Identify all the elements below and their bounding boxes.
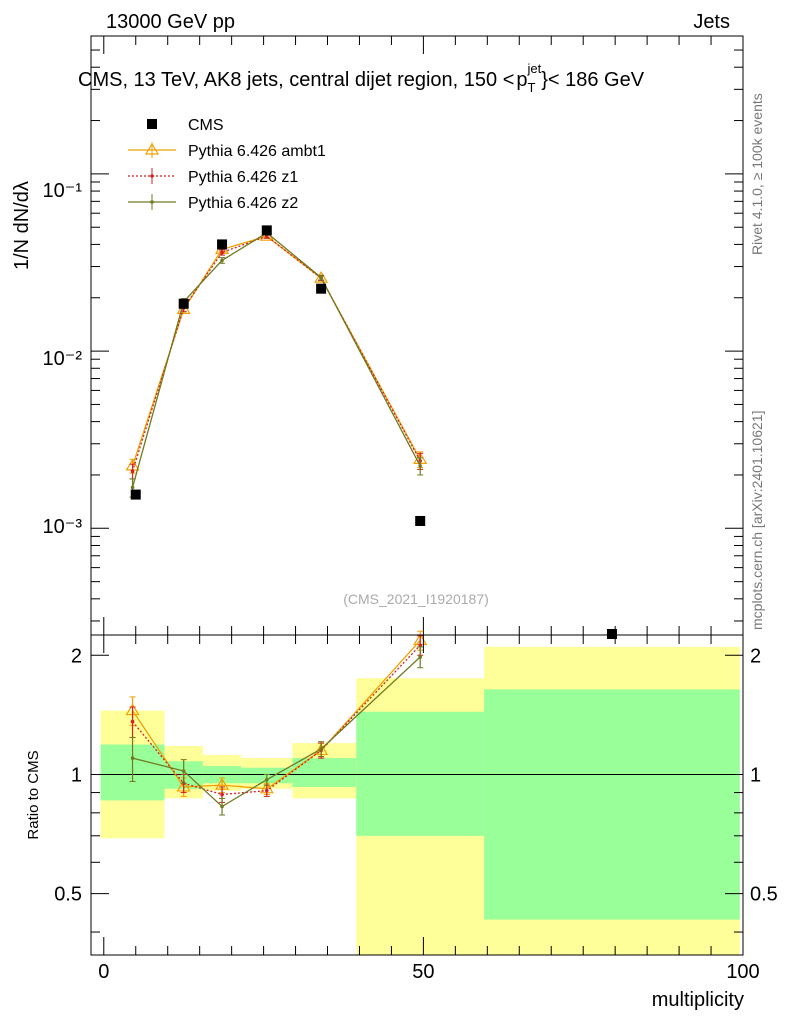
ytick-label-0.001: 10⁻³ bbox=[43, 516, 83, 538]
ratio-plot-ticks bbox=[91, 635, 744, 955]
marker bbox=[264, 777, 269, 782]
x-tick-label: 0 bbox=[98, 961, 109, 983]
marker bbox=[314, 270, 329, 283]
x-axis-label: multiplicity bbox=[652, 989, 744, 1011]
legend-label: Pythia 6.426 z2 bbox=[188, 195, 298, 212]
title-tail: }< 186 GeV bbox=[541, 69, 645, 91]
analysis-watermark: (CMS_2021_I1920187) bbox=[343, 591, 489, 607]
series-line bbox=[131, 232, 421, 488]
legend-marker-cms bbox=[147, 119, 157, 129]
main-plot-panel: 10⁻¹ 10⁻² 10⁻³ CMS, 13 TeV, AK8 jets, ce… bbox=[11, 35, 744, 639]
series-pythia-6-426-ambt1 bbox=[125, 229, 428, 474]
series-line bbox=[131, 235, 421, 467]
marker bbox=[130, 485, 135, 490]
marker bbox=[319, 747, 323, 751]
header-left: 13000 GeV pp bbox=[106, 11, 235, 33]
marker bbox=[130, 469, 135, 474]
series-pythia-6-426-z2 bbox=[129, 230, 424, 498]
x-tick-labels: 0 50 100 bbox=[98, 961, 759, 983]
ratio-plot-series bbox=[125, 630, 428, 816]
marker bbox=[418, 643, 422, 648]
ratio-uncertainty-bands bbox=[100, 646, 740, 955]
data-point bbox=[606, 629, 617, 639]
series-pythia-6-426-z1 bbox=[129, 233, 424, 480]
y-axis-label: 1/N dN/dλ bbox=[11, 181, 33, 270]
x-tick-label: 50 bbox=[412, 961, 434, 983]
series-line bbox=[132, 656, 421, 808]
marker bbox=[181, 769, 186, 773]
legend-label: Pythia 6.426 z1 bbox=[188, 169, 298, 186]
data-point bbox=[316, 283, 327, 294]
ytick-label-0.01: 10⁻² bbox=[43, 348, 83, 370]
title-subscript: T bbox=[528, 80, 536, 95]
ratio-ytick-label: 1 bbox=[71, 764, 82, 786]
ratio-ytick-label: 0.5 bbox=[54, 884, 82, 906]
ratio-ytick-labels: 0.5 0.5 1 1 2 2 bbox=[54, 645, 778, 905]
marker bbox=[130, 756, 135, 760]
legend-label: Pythia 6.426 ambt1 bbox=[188, 143, 326, 160]
data-point bbox=[217, 239, 228, 250]
band-inner bbox=[484, 689, 740, 920]
marker bbox=[264, 788, 269, 793]
marker bbox=[220, 250, 224, 255]
ratio-ytick-label: 2 bbox=[71, 645, 82, 667]
series-pythia-6-426-z2 bbox=[129, 646, 424, 816]
title-superscript: jet bbox=[526, 61, 541, 76]
header-right: Jets bbox=[693, 11, 730, 33]
marker bbox=[220, 792, 224, 797]
marker bbox=[418, 655, 422, 659]
data-point bbox=[261, 225, 272, 236]
marker bbox=[418, 464, 422, 468]
data-point bbox=[130, 489, 141, 500]
data-point bbox=[178, 298, 189, 309]
ratio-ytick-label-right: 0.5 bbox=[750, 884, 778, 906]
ratio-y-axis-label: Ratio to CMS bbox=[25, 750, 42, 839]
series-cms-data bbox=[130, 225, 617, 639]
title-p: p bbox=[516, 69, 527, 91]
ratio-ytick-label-right: 1 bbox=[750, 764, 761, 786]
series-line bbox=[131, 235, 421, 472]
marker bbox=[220, 258, 224, 263]
band-inner bbox=[356, 711, 485, 836]
legend: CMS Pythia 6.426 ambt1 Pythia 6.426 z1 Pyth… bbox=[128, 117, 326, 212]
main-plot-ticks bbox=[91, 36, 744, 635]
rivet-label: Rivet 4.1.0, ≥ 100k events bbox=[749, 93, 765, 255]
ratio-ytick-label-right: 2 bbox=[750, 645, 761, 667]
marker bbox=[220, 804, 224, 809]
mcplots-label: mcplots.cern.ch [arXiv:2401.10621] bbox=[749, 411, 765, 630]
band-inner bbox=[292, 758, 357, 787]
ratio-plot-frame bbox=[90, 634, 744, 956]
main-plot-ytick-labels: 10⁻¹ 10⁻² 10⁻³ bbox=[43, 180, 83, 538]
plot-title: CMS, 13 TeV, AK8 jets, central dijet reg… bbox=[78, 61, 645, 95]
marker bbox=[319, 275, 323, 280]
legend-label-cms: CMS bbox=[188, 117, 224, 134]
marker bbox=[130, 719, 135, 724]
x-tick-label: 100 bbox=[726, 961, 759, 983]
data-point bbox=[415, 515, 426, 526]
ytick-label-0.1: 10⁻¹ bbox=[43, 180, 83, 202]
main-plot-series bbox=[125, 225, 617, 639]
ratio-plot-panel: 0.5 0.5 1 1 2 2 0 50 100 Ratio to CMS multiplic… bbox=[25, 630, 778, 1011]
